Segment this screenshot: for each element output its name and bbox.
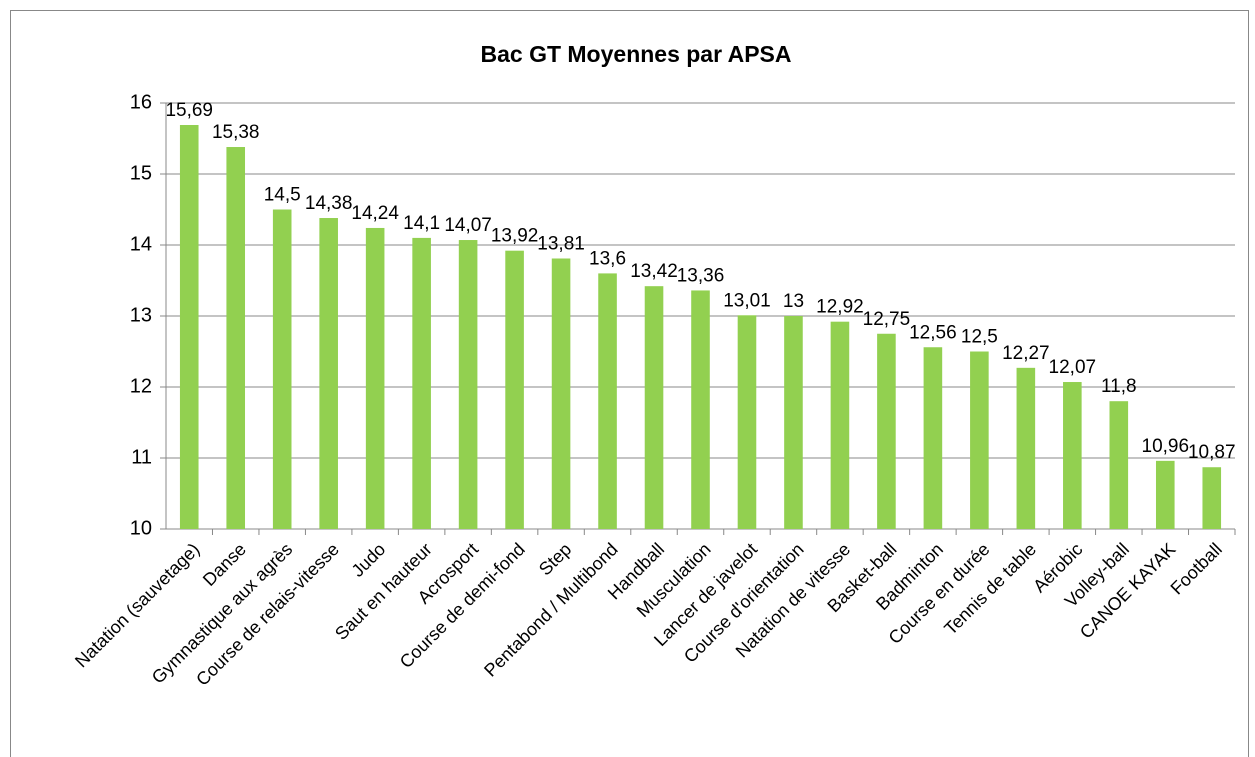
bar: [551, 258, 571, 529]
value-label: 14,38: [305, 193, 353, 214]
bar: [1063, 382, 1082, 529]
x-tick-label: Judo: [348, 539, 390, 581]
bar: [691, 290, 710, 529]
value-label: 12,27: [1002, 343, 1050, 364]
value-label: 13,81: [537, 234, 585, 255]
bar: [737, 315, 757, 529]
bar: [1016, 367, 1036, 529]
y-tick-label: 10: [130, 517, 152, 539]
bar: [226, 147, 246, 529]
value-label: 13,42: [630, 261, 678, 282]
y-tick-label: 14: [130, 233, 152, 255]
bar: [923, 347, 943, 529]
value-label: 10,87: [1188, 442, 1236, 463]
bar: [877, 333, 896, 529]
bar: [458, 240, 478, 529]
value-label: 13,36: [677, 265, 725, 286]
value-label: 12,56: [909, 322, 957, 343]
value-label: 12,07: [1049, 357, 1097, 378]
value-label: 15,69: [165, 100, 213, 121]
value-label: 14,5: [264, 185, 301, 206]
bar: [784, 316, 803, 529]
value-label: 12,5: [961, 327, 998, 348]
x-tick-label: Football: [1167, 539, 1226, 598]
value-label: 10,96: [1142, 436, 1190, 457]
bar: [505, 250, 524, 529]
bar: [1155, 460, 1175, 529]
y-tick-label: 12: [130, 375, 152, 397]
y-tick-label: 11: [131, 446, 152, 468]
bar: [1109, 401, 1129, 529]
value-label: 14,24: [351, 203, 399, 224]
value-label: 13,92: [491, 226, 539, 247]
value-label: 15,38: [212, 122, 260, 143]
value-label: 13,6: [589, 248, 626, 269]
bar: [272, 209, 292, 529]
y-tick-label: 15: [130, 162, 152, 184]
value-label: 14,1: [403, 213, 440, 234]
bar: [830, 321, 850, 529]
bar: [179, 125, 199, 529]
y-tick-label: 16: [130, 91, 152, 113]
value-label: 13,01: [723, 290, 771, 311]
chart-border: [10, 10, 1249, 757]
bar: [365, 227, 385, 529]
bar: [412, 237, 431, 529]
bar: [970, 351, 989, 529]
y-tick-label: 13: [130, 304, 152, 326]
value-label: 11,8: [1101, 376, 1137, 397]
value-label: 13: [783, 291, 804, 312]
x-tick-label: Step: [535, 539, 575, 579]
bar: [644, 286, 664, 529]
value-label: 12,75: [863, 309, 911, 330]
bar: [598, 273, 617, 529]
value-label: 14,07: [444, 215, 492, 236]
bar: [1202, 467, 1222, 529]
value-label: 12,92: [816, 297, 864, 318]
bar: [319, 218, 338, 529]
chart-title: Bac GT Moyennes par APSA: [480, 41, 791, 67]
